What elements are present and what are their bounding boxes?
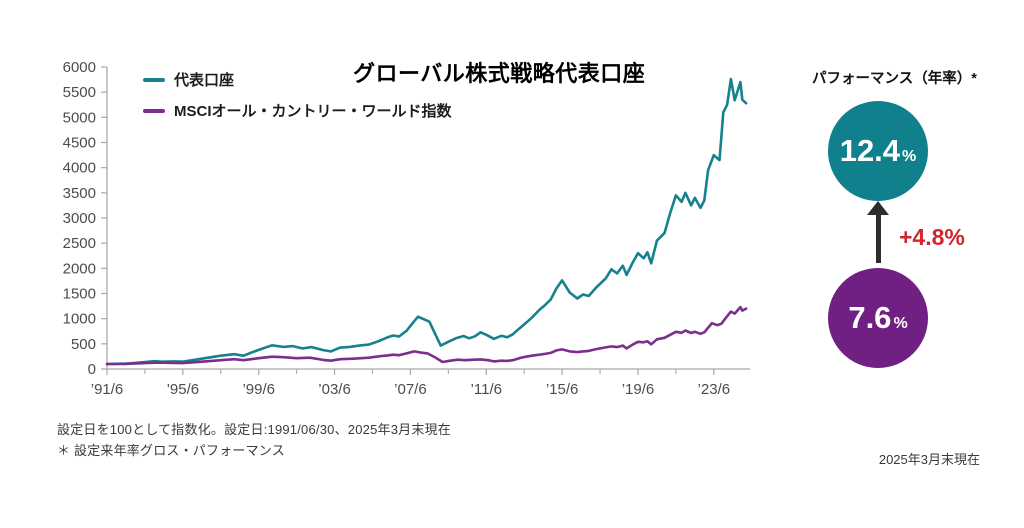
index-return-value: 7.6 (848, 300, 892, 335)
x-tick-label: ’19/6 (622, 381, 655, 398)
y-tick-label: 2500 (63, 235, 96, 252)
x-tick-label: ’11/6 (471, 381, 502, 398)
x-tick-label: ’95/6 (167, 381, 200, 398)
x-tick-label: ’15/6 (546, 381, 579, 398)
legend-item-index: MSCIオール・カントリー・ワールド指数 (143, 100, 452, 121)
y-tick-label: 4000 (63, 160, 96, 177)
y-tick-label: 3000 (63, 210, 96, 227)
arrow-head (867, 201, 889, 215)
x-tick-label: ’99/6 (242, 381, 275, 398)
x-tick-label: ’23/6 (698, 381, 731, 398)
diff-label: +4.8% (899, 224, 965, 250)
up-arrow-icon (867, 201, 889, 263)
x-tick-label: ’03/6 (318, 381, 351, 398)
fund-return-unit: % (902, 148, 917, 165)
series-line-0 (105, 77, 748, 366)
fund-circle: 12.4 % (828, 101, 928, 201)
y-tick-label: 5000 (63, 109, 96, 126)
index-line-swatch-icon (143, 108, 165, 113)
y-tick-label: 1000 (63, 311, 96, 328)
y-tick-label: 0 (88, 361, 96, 378)
y-tick-label: 6000 (63, 59, 96, 76)
legend-label-index: MSCIオール・カントリー・ワールド指数 (174, 103, 452, 120)
index-line-chart: 0 500 1000 1500 2000 2500 3000 3500 4000 4500 5000… (63, 59, 750, 398)
y-tick-label: 2000 (63, 260, 96, 277)
chart-title: グローバル株式戦略代表口座 (353, 61, 646, 86)
index-circle: 7.6 % (828, 268, 928, 368)
y-tick-label: 500 (71, 336, 96, 353)
y-tick-label: 5500 (63, 84, 96, 101)
y-tick-label: 4500 (63, 135, 96, 152)
y-tick-label: 3500 (63, 185, 96, 202)
footnote-indexing: 設定日を100として指数化。設定日:1991/06/30、2025年3月末現在 (57, 422, 451, 437)
y-tick-label: 1500 (63, 286, 96, 303)
arrow-shaft (875, 215, 881, 263)
x-tick-label: ’91/6 (91, 381, 124, 398)
series-line-1 (105, 305, 748, 366)
legend-item-fund: 代表口座 (143, 69, 234, 90)
fund-return-value: 12.4 (839, 133, 901, 168)
x-tick-label: ’07/6 (394, 381, 427, 398)
fund-line-swatch-icon (143, 77, 165, 82)
legend-label-fund: 代表口座 (174, 72, 235, 89)
index-return-unit: % (893, 315, 908, 332)
performance-panel-title: パフォーマンス（年率）* (812, 71, 977, 87)
footnote-gross-performance: ＊ 設定来年率グロス・パフォーマンス (57, 443, 285, 458)
as-of-date: 2025年3月末現在 (878, 452, 980, 467)
